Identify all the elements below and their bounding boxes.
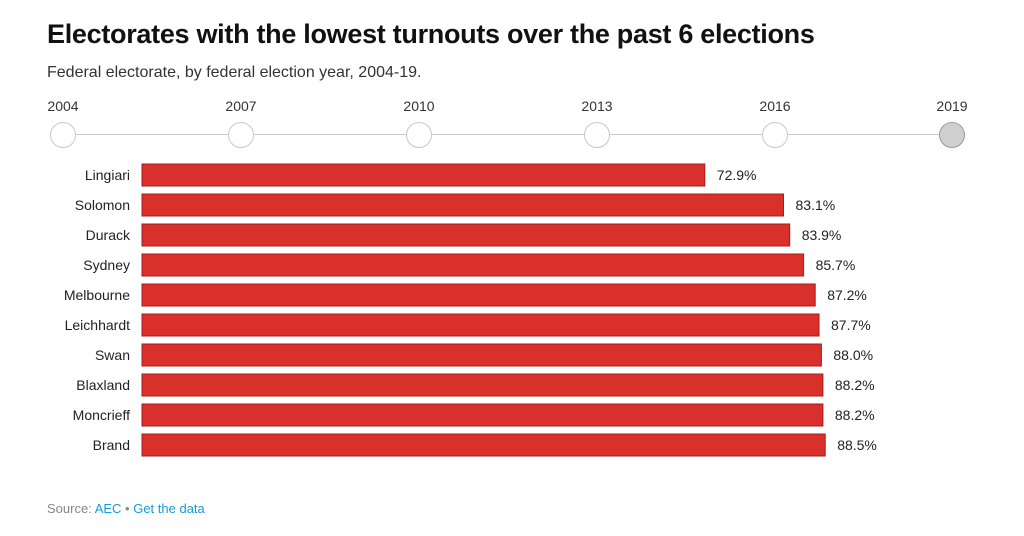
timeline-year-label: 2010 (403, 98, 435, 114)
category-label: Blaxland (76, 377, 130, 393)
bar-chart: Lingiari 72.9% Solomon 83.1% Durack 83.9% Sydn… (64, 163, 877, 457)
timeline-year-label: 2004 (47, 98, 79, 114)
category-label: Brand (93, 437, 130, 453)
timeline-year-label: 2013 (581, 98, 613, 114)
source-link[interactable]: AEC (94, 501, 122, 516)
bar[interactable] (141, 313, 820, 337)
bar[interactable] (141, 433, 826, 457)
timeline-step-2004[interactable]: 2004 (33, 92, 93, 152)
value-label: 85.7% (816, 257, 856, 273)
timeline-step-2013[interactable]: 2013 (567, 92, 627, 152)
bar[interactable] (141, 193, 784, 217)
category-label: Moncrieff (73, 407, 130, 423)
value-label: 88.5% (837, 437, 877, 453)
source-separator: • (121, 501, 134, 516)
category-label: Durack (86, 227, 131, 243)
timeline-dot[interactable] (50, 122, 76, 148)
timeline-dot[interactable] (584, 122, 610, 148)
bar[interactable] (141, 283, 816, 307)
category-label: Sydney (83, 257, 130, 273)
timeline-year-label: 2016 (759, 98, 791, 114)
timeline-dot-selected[interactable] (939, 122, 965, 148)
value-label: 72.9% (717, 167, 757, 183)
category-label: Lingiari (85, 167, 130, 183)
timeline-step-2007[interactable]: 2007 (211, 92, 271, 152)
year-timeline: 2004 2007 2010 2013 2016 2019 (0, 92, 1024, 152)
bar[interactable] (141, 253, 805, 277)
category-label: Melbourne (64, 287, 130, 303)
chart-title: Electorates with the lowest turnouts ove… (47, 19, 815, 49)
value-label: 88.0% (833, 347, 873, 363)
bar[interactable] (141, 223, 791, 247)
value-label: 87.2% (827, 287, 867, 303)
timeline-year-label: 2019 (936, 98, 968, 114)
bar[interactable] (141, 403, 824, 427)
timeline-dot[interactable] (762, 122, 788, 148)
timeline-year-label: 2007 (225, 98, 257, 114)
timeline-track (63, 134, 952, 135)
timeline-step-2019[interactable]: 2019 (922, 92, 982, 152)
value-label: 87.7% (831, 317, 871, 333)
bar[interactable] (141, 163, 706, 187)
value-label: 88.2% (835, 377, 875, 393)
category-label: Solomon (75, 197, 130, 213)
source-prefix: Source: (47, 501, 95, 516)
timeline-dot[interactable] (228, 122, 254, 148)
value-label: 83.1% (796, 197, 836, 213)
source-line: Source: AEC • Get the data (47, 501, 205, 516)
value-label: 88.2% (835, 407, 875, 423)
timeline-step-2010[interactable]: 2010 (389, 92, 449, 152)
bar[interactable] (141, 343, 822, 367)
bar[interactable] (141, 373, 824, 397)
timeline-step-2016[interactable]: 2016 (745, 92, 805, 152)
get-data-link[interactable]: Get the data (133, 501, 205, 516)
timeline-dot[interactable] (406, 122, 432, 148)
value-label: 83.9% (802, 227, 842, 243)
chart-subtitle: Federal electorate, by federal election … (47, 64, 422, 81)
category-label: Leichhardt (65, 317, 130, 333)
category-label: Swan (95, 347, 130, 363)
